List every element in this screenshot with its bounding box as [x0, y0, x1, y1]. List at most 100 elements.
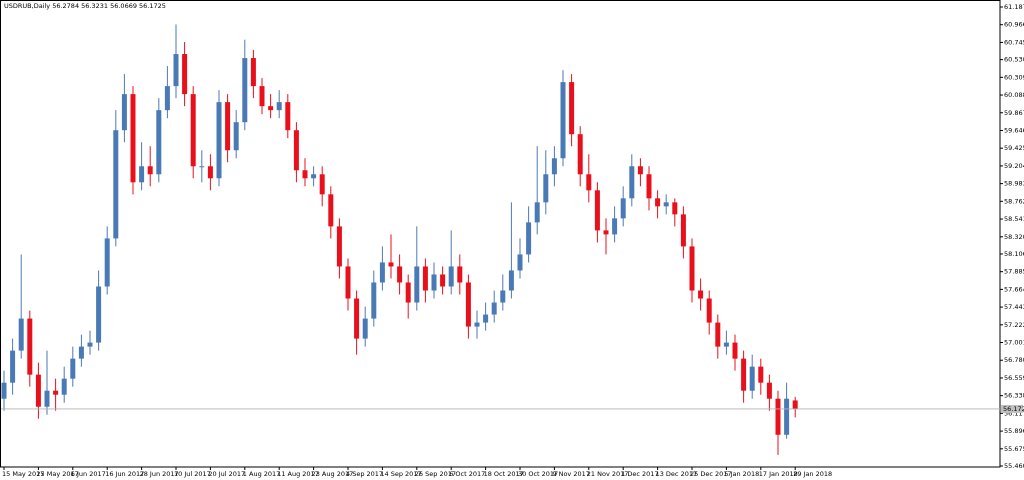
y-tick-label: 61.1870	[1004, 3, 1024, 11]
candle-body	[96, 286, 102, 343]
candle-body	[362, 318, 368, 339]
candle-body	[147, 166, 153, 175]
x-tick-label: 14 Sep 2017	[380, 470, 421, 478]
y-tick-label: 59.2045	[1004, 162, 1024, 170]
candle-body	[414, 266, 420, 303]
candle-body	[689, 246, 695, 291]
candle-body	[766, 382, 772, 399]
candle-body	[216, 102, 222, 179]
x-tick-label: 9 Nov 2017	[552, 470, 590, 478]
x-tick-label: 28 Jun 2017	[140, 470, 179, 478]
candle-body	[250, 58, 256, 87]
x-tick-label: 13 Dec 2017	[656, 470, 698, 478]
candle-body	[293, 130, 299, 171]
candle-body	[474, 322, 480, 327]
plot-frame	[0, 0, 1001, 468]
candle-body	[698, 290, 704, 299]
candle-body	[758, 366, 764, 383]
y-tick-label: 57.6640	[1004, 285, 1024, 293]
candle-body	[457, 266, 463, 283]
candle-body	[680, 214, 686, 247]
x-tick-label: 21 Nov 2017	[587, 470, 629, 478]
y-tick-label: 60.3095	[1004, 73, 1024, 81]
candle-body	[345, 266, 351, 299]
x-tick-label: 25 Dec 2017	[690, 470, 732, 478]
y-tick-label: 60.0885	[1004, 91, 1024, 99]
candle-body	[594, 190, 600, 231]
candle-body	[156, 110, 162, 175]
candle-body	[483, 314, 489, 323]
candle-body	[517, 254, 523, 271]
candle-body	[121, 94, 127, 131]
y-tick-label: 58.9835	[1004, 180, 1024, 188]
candle-body	[27, 318, 33, 375]
candle-body	[586, 174, 592, 191]
y-tick-label: 56.1170	[1004, 409, 1024, 417]
candle-body	[371, 282, 377, 319]
x-tick-label: 10 Jul 2017	[174, 470, 211, 478]
candle-body	[18, 318, 24, 351]
x-tick-label: 4 Sep 2017	[346, 470, 383, 478]
candle-body	[10, 350, 16, 383]
candle-body	[397, 266, 403, 283]
candle-body	[543, 174, 549, 203]
x-tick-label: 17 Jan 2018	[759, 470, 798, 478]
candle-body	[379, 262, 385, 283]
candle-body	[784, 398, 790, 435]
candle-body	[491, 302, 497, 315]
candle-body	[620, 198, 626, 219]
candle-body	[319, 174, 325, 195]
candle-body	[78, 346, 84, 359]
y-tick-label: 58.1060	[1004, 250, 1024, 258]
y-tick-label: 57.8850	[1004, 268, 1024, 276]
last-price-label: 56.1725	[1003, 405, 1024, 413]
candle-body	[560, 82, 566, 159]
candle-body	[113, 130, 119, 239]
last-price-box	[1001, 404, 1023, 413]
candle-body	[242, 58, 248, 123]
candle-body	[268, 106, 274, 111]
candle-body	[199, 166, 205, 168]
candle-body	[749, 366, 755, 391]
candle-body	[732, 342, 738, 359]
y-tick-label: 59.6465	[1004, 126, 1024, 134]
candle-body	[603, 230, 609, 235]
x-tick-label: 29 Jan 2018	[793, 470, 832, 478]
candle-body	[104, 238, 110, 287]
x-tick-label: 30 Oct 2017	[518, 470, 558, 478]
candle-body	[207, 166, 213, 179]
chart-title: USDRUB,Daily 56.2784 56.3231 56.0669 56.…	[4, 2, 166, 10]
y-tick-label: 60.5305	[1004, 56, 1024, 64]
candle-body	[44, 390, 50, 407]
candle-body	[61, 378, 67, 395]
candle-body	[405, 282, 411, 303]
candle-body	[508, 270, 514, 291]
y-tick-label: 56.7800	[1004, 356, 1024, 364]
y-tick-label: 57.4430	[1004, 303, 1024, 311]
x-tick-label: 15 May 2017	[2, 470, 44, 478]
candle-body	[715, 322, 721, 347]
candle-body	[792, 400, 798, 409]
x-tick-label: 5 Jan 2018	[724, 470, 759, 478]
x-tick-label: 6 Oct 2017	[449, 470, 485, 478]
candle-body	[259, 86, 265, 107]
y-tick-label: 59.4255	[1004, 144, 1024, 152]
candle-body	[311, 174, 317, 179]
x-tick-label: 6 Jun 2017	[71, 470, 106, 478]
candle-body	[35, 374, 41, 407]
candle-body	[233, 122, 239, 151]
candle-body	[706, 298, 712, 323]
y-tick-label: 57.2220	[1004, 321, 1024, 329]
candle-body	[422, 266, 428, 291]
candle-body	[741, 358, 747, 391]
candle-body	[672, 202, 678, 215]
candle-body	[336, 226, 342, 267]
candle-body	[551, 158, 557, 175]
candle-body	[354, 298, 360, 339]
x-tick-label: 26 Sep 2017	[415, 470, 456, 478]
candle-body	[500, 290, 506, 303]
candle-body	[70, 358, 76, 379]
x-tick-label: 23 Aug 2017	[312, 470, 354, 478]
